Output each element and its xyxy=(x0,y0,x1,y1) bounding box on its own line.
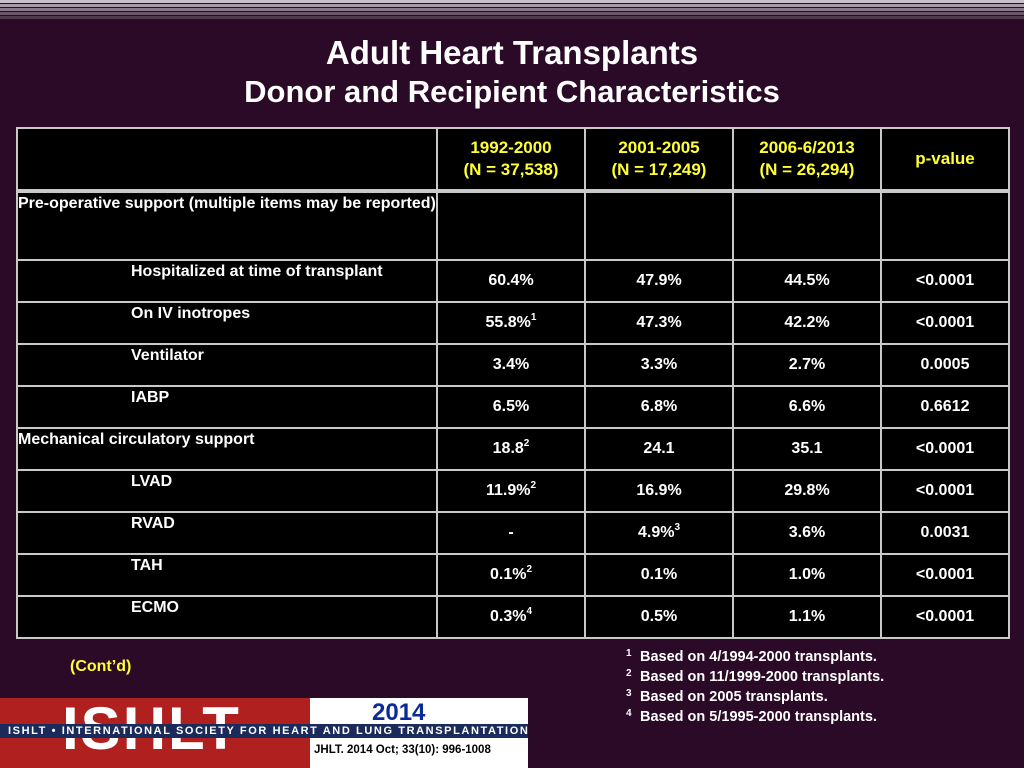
footnotes: 1 Based on 4/1994-2000 transplants. 2 Based… xyxy=(626,647,884,727)
table-cell: 6.6% xyxy=(732,385,882,429)
row-label: LVAD xyxy=(16,469,438,513)
logo-year: 2014 xyxy=(372,699,426,726)
table-cell: 2.7% xyxy=(732,343,882,387)
table-cell: 1.1% xyxy=(732,595,882,639)
header-blank xyxy=(16,127,438,192)
table-cell: 0.0031 xyxy=(880,511,1010,555)
footnote: 3 Based on 2005 transplants. xyxy=(626,687,884,707)
page-subtitle: Donor and Recipient Characteristics xyxy=(244,74,780,109)
footnote: 1 Based on 4/1994-2000 transplants. xyxy=(626,647,884,667)
table-row: Pre-operative support (multiple items ma… xyxy=(16,190,1010,261)
header-2001-2005: 2001-2005 (N = 17,249) xyxy=(584,127,734,192)
footnote-text: Based on 2005 transplants. xyxy=(640,689,828,705)
title-block: Adult Heart Transplants Donor and Recipi… xyxy=(0,34,1024,110)
top-stripes xyxy=(0,0,1024,24)
footnote-text: Based on 4/1994-2000 transplants. xyxy=(640,649,877,665)
footnote-ref: 3 xyxy=(674,522,681,533)
table-row: ECMO 0.3%4 0.5% 1.1% <0.0001 xyxy=(16,595,1010,639)
table-cell: 24.1 xyxy=(584,427,734,471)
footnote: 4 Based on 5/1995-2000 transplants. xyxy=(626,707,884,727)
table-row: RVAD -4.9%3 3.6% 0.0031 xyxy=(16,511,1010,555)
page-title: Adult Heart Transplants xyxy=(325,34,699,71)
table-cell: 16.9% xyxy=(584,469,734,513)
footnote-number: 4 xyxy=(626,708,632,719)
table-row: On IV inotropes 55.8%1 47.3% 42.2% <0.0001 xyxy=(16,301,1010,345)
footnote-ref: 2 xyxy=(526,564,533,575)
table-cell: 1.0% xyxy=(732,553,882,597)
table-cell: 29.8% xyxy=(732,469,882,513)
table-cell: <0.0001 xyxy=(880,469,1010,513)
row-label: ECMO xyxy=(16,595,438,639)
continued-note: (Cont’d) xyxy=(70,658,132,675)
footnote-text: Based on 11/1999-2000 transplants. xyxy=(640,669,885,685)
table-cell xyxy=(880,190,1010,261)
table-row: TAH 0.1%2 0.1% 1.0% <0.0001 xyxy=(16,553,1010,597)
footnote-ref: 2 xyxy=(523,438,530,449)
table-cell: 44.5% xyxy=(732,259,882,303)
table-row: Ventilator 3.4% 3.3% 2.7% 0.0005 xyxy=(16,343,1010,387)
footnote-number: 2 xyxy=(626,668,632,679)
table-cell: <0.0001 xyxy=(880,595,1010,639)
table-cell: 35.1 xyxy=(732,427,882,471)
table-cell: 0.3%4 xyxy=(436,595,586,639)
table-cell: 55.8%1 xyxy=(436,301,586,345)
footnote-text: Based on 5/1995-2000 transplants. xyxy=(640,709,877,725)
ishlt-logo: ISHLT 2014 ISHLT • INTERNATIONAL SOCIETY… xyxy=(0,695,530,768)
citation: JHLT. 2014 Oct; 33(10): 996-1008 xyxy=(314,744,491,756)
table-cell xyxy=(436,190,586,261)
row-label: Pre-operative support (multiple items ma… xyxy=(16,190,438,261)
footnote-number: 1 xyxy=(626,648,632,659)
row-label: Ventilator xyxy=(16,343,438,387)
header-p-value: p-value xyxy=(880,127,1010,192)
table-header-row: 1992-2000 (N = 37,538) 2001-2005 (N = 17,2… xyxy=(16,127,1010,192)
table-cell: 0.5% xyxy=(584,595,734,639)
table-row: LVAD 11.9%2 16.9% 29.8% <0.0001 xyxy=(16,469,1010,513)
table-cell: - xyxy=(436,511,586,555)
table-cell: 6.5% xyxy=(436,385,586,429)
table-cell: 0.6612 xyxy=(880,385,1010,429)
table-cell: <0.0001 xyxy=(880,427,1010,471)
footnote-number: 3 xyxy=(626,688,632,699)
table-cell: 3.4% xyxy=(436,343,586,387)
footnote-ref: 2 xyxy=(530,480,537,491)
header-1992-2000: 1992-2000 (N = 37,538) xyxy=(436,127,586,192)
table-row: IABP 6.5% 6.8% 6.6% 0.6612 xyxy=(16,385,1010,429)
table-cell: 4.9%3 xyxy=(584,511,734,555)
logo-band xyxy=(0,724,528,738)
footnote-ref: 1 xyxy=(530,312,537,323)
footnote-ref: 4 xyxy=(526,606,533,617)
row-label: Mechanical circulatory support xyxy=(16,427,438,471)
table-cell: 3.6% xyxy=(732,511,882,555)
table-row: Hospitalized at time of transplant 60.4% 4… xyxy=(16,259,1010,303)
table-cell: <0.0001 xyxy=(880,259,1010,303)
table-cell: 6.8% xyxy=(584,385,734,429)
table-cell xyxy=(584,190,734,261)
table-row: Mechanical circulatory support 18.82 24.1 3… xyxy=(16,427,1010,471)
table-cell: 0.0005 xyxy=(880,343,1010,387)
table-cell: 60.4% xyxy=(436,259,586,303)
logo-society-name: ISHLT • INTERNATIONAL SOCIETY FOR HEART … xyxy=(8,725,530,737)
row-label: On IV inotropes xyxy=(16,301,438,345)
header-2006-2013: 2006-6/2013 (N = 26,294) xyxy=(732,127,882,192)
row-label: TAH xyxy=(16,553,438,597)
row-label: IABP xyxy=(16,385,438,429)
table-cell: 11.9%2 xyxy=(436,469,586,513)
table-cell: <0.0001 xyxy=(880,301,1010,345)
table-cell: <0.0001 xyxy=(880,553,1010,597)
characteristics-table: 1992-2000 (N = 37,538) 2001-2005 (N = 17,2… xyxy=(16,127,1010,639)
row-label: Hospitalized at time of transplant xyxy=(16,259,438,303)
table-cell: 47.9% xyxy=(584,259,734,303)
table-cell: 3.3% xyxy=(584,343,734,387)
table-cell: 0.1%2 xyxy=(436,553,586,597)
footnote: 2 Based on 11/1999-2000 transplants. xyxy=(626,667,884,687)
table-cell: 0.1% xyxy=(584,553,734,597)
table-cell: 42.2% xyxy=(732,301,882,345)
table-cell: 47.3% xyxy=(584,301,734,345)
row-label: RVAD xyxy=(16,511,438,555)
table-cell xyxy=(732,190,882,261)
table-cell: 18.82 xyxy=(436,427,586,471)
